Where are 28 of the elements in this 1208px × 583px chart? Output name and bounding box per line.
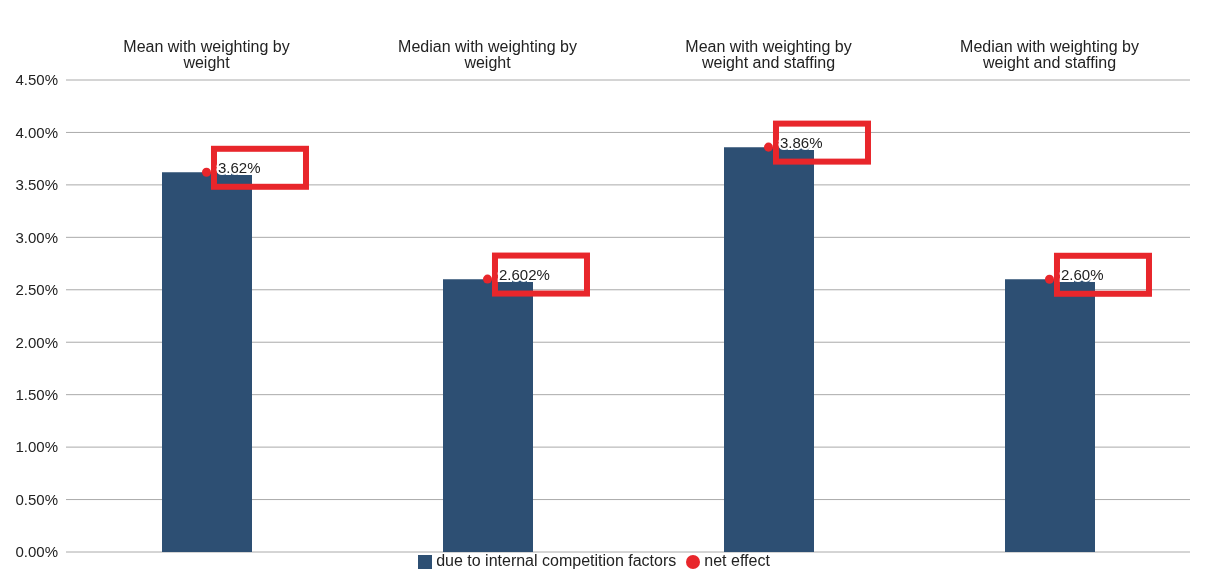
data-label: 2.60% xyxy=(1060,265,1104,283)
legend-label: net effect xyxy=(704,552,770,569)
bar xyxy=(724,147,814,552)
data-label: 2.602% xyxy=(498,265,550,283)
x-tick-label: Mean with weighting by weight and staffing xyxy=(685,38,852,71)
x-tick-label: Mean with weighting by weight xyxy=(123,38,290,71)
point xyxy=(763,142,774,152)
y-tick-label: 3.00% xyxy=(15,228,58,246)
y-tick-label: 1.00% xyxy=(15,438,58,456)
bar xyxy=(443,279,533,552)
bar xyxy=(1005,279,1095,552)
y-tick-label: 1.50% xyxy=(15,385,58,403)
point xyxy=(201,167,212,177)
data-label: 3.86% xyxy=(779,133,823,151)
y-tick-label: 4.00% xyxy=(15,123,58,141)
y-tick-label: 0.00% xyxy=(15,543,58,561)
y-tick-label: 3.50% xyxy=(15,176,58,194)
point xyxy=(1044,274,1055,284)
y-tick-label: 4.50% xyxy=(15,71,58,89)
y-tick-label: 2.50% xyxy=(15,281,58,299)
y-tick-label: 0.50% xyxy=(15,490,58,508)
bar xyxy=(162,172,252,552)
y-tick-label: 2.00% xyxy=(15,333,58,351)
point xyxy=(482,274,493,284)
x-tick-label: Median with weighting by weight and staffing xyxy=(960,38,1139,71)
legend-label: due to internal competition factors xyxy=(436,552,677,569)
x-tick-label: Median with weighting by weight xyxy=(398,38,577,71)
data-label: 3.62% xyxy=(217,158,261,176)
